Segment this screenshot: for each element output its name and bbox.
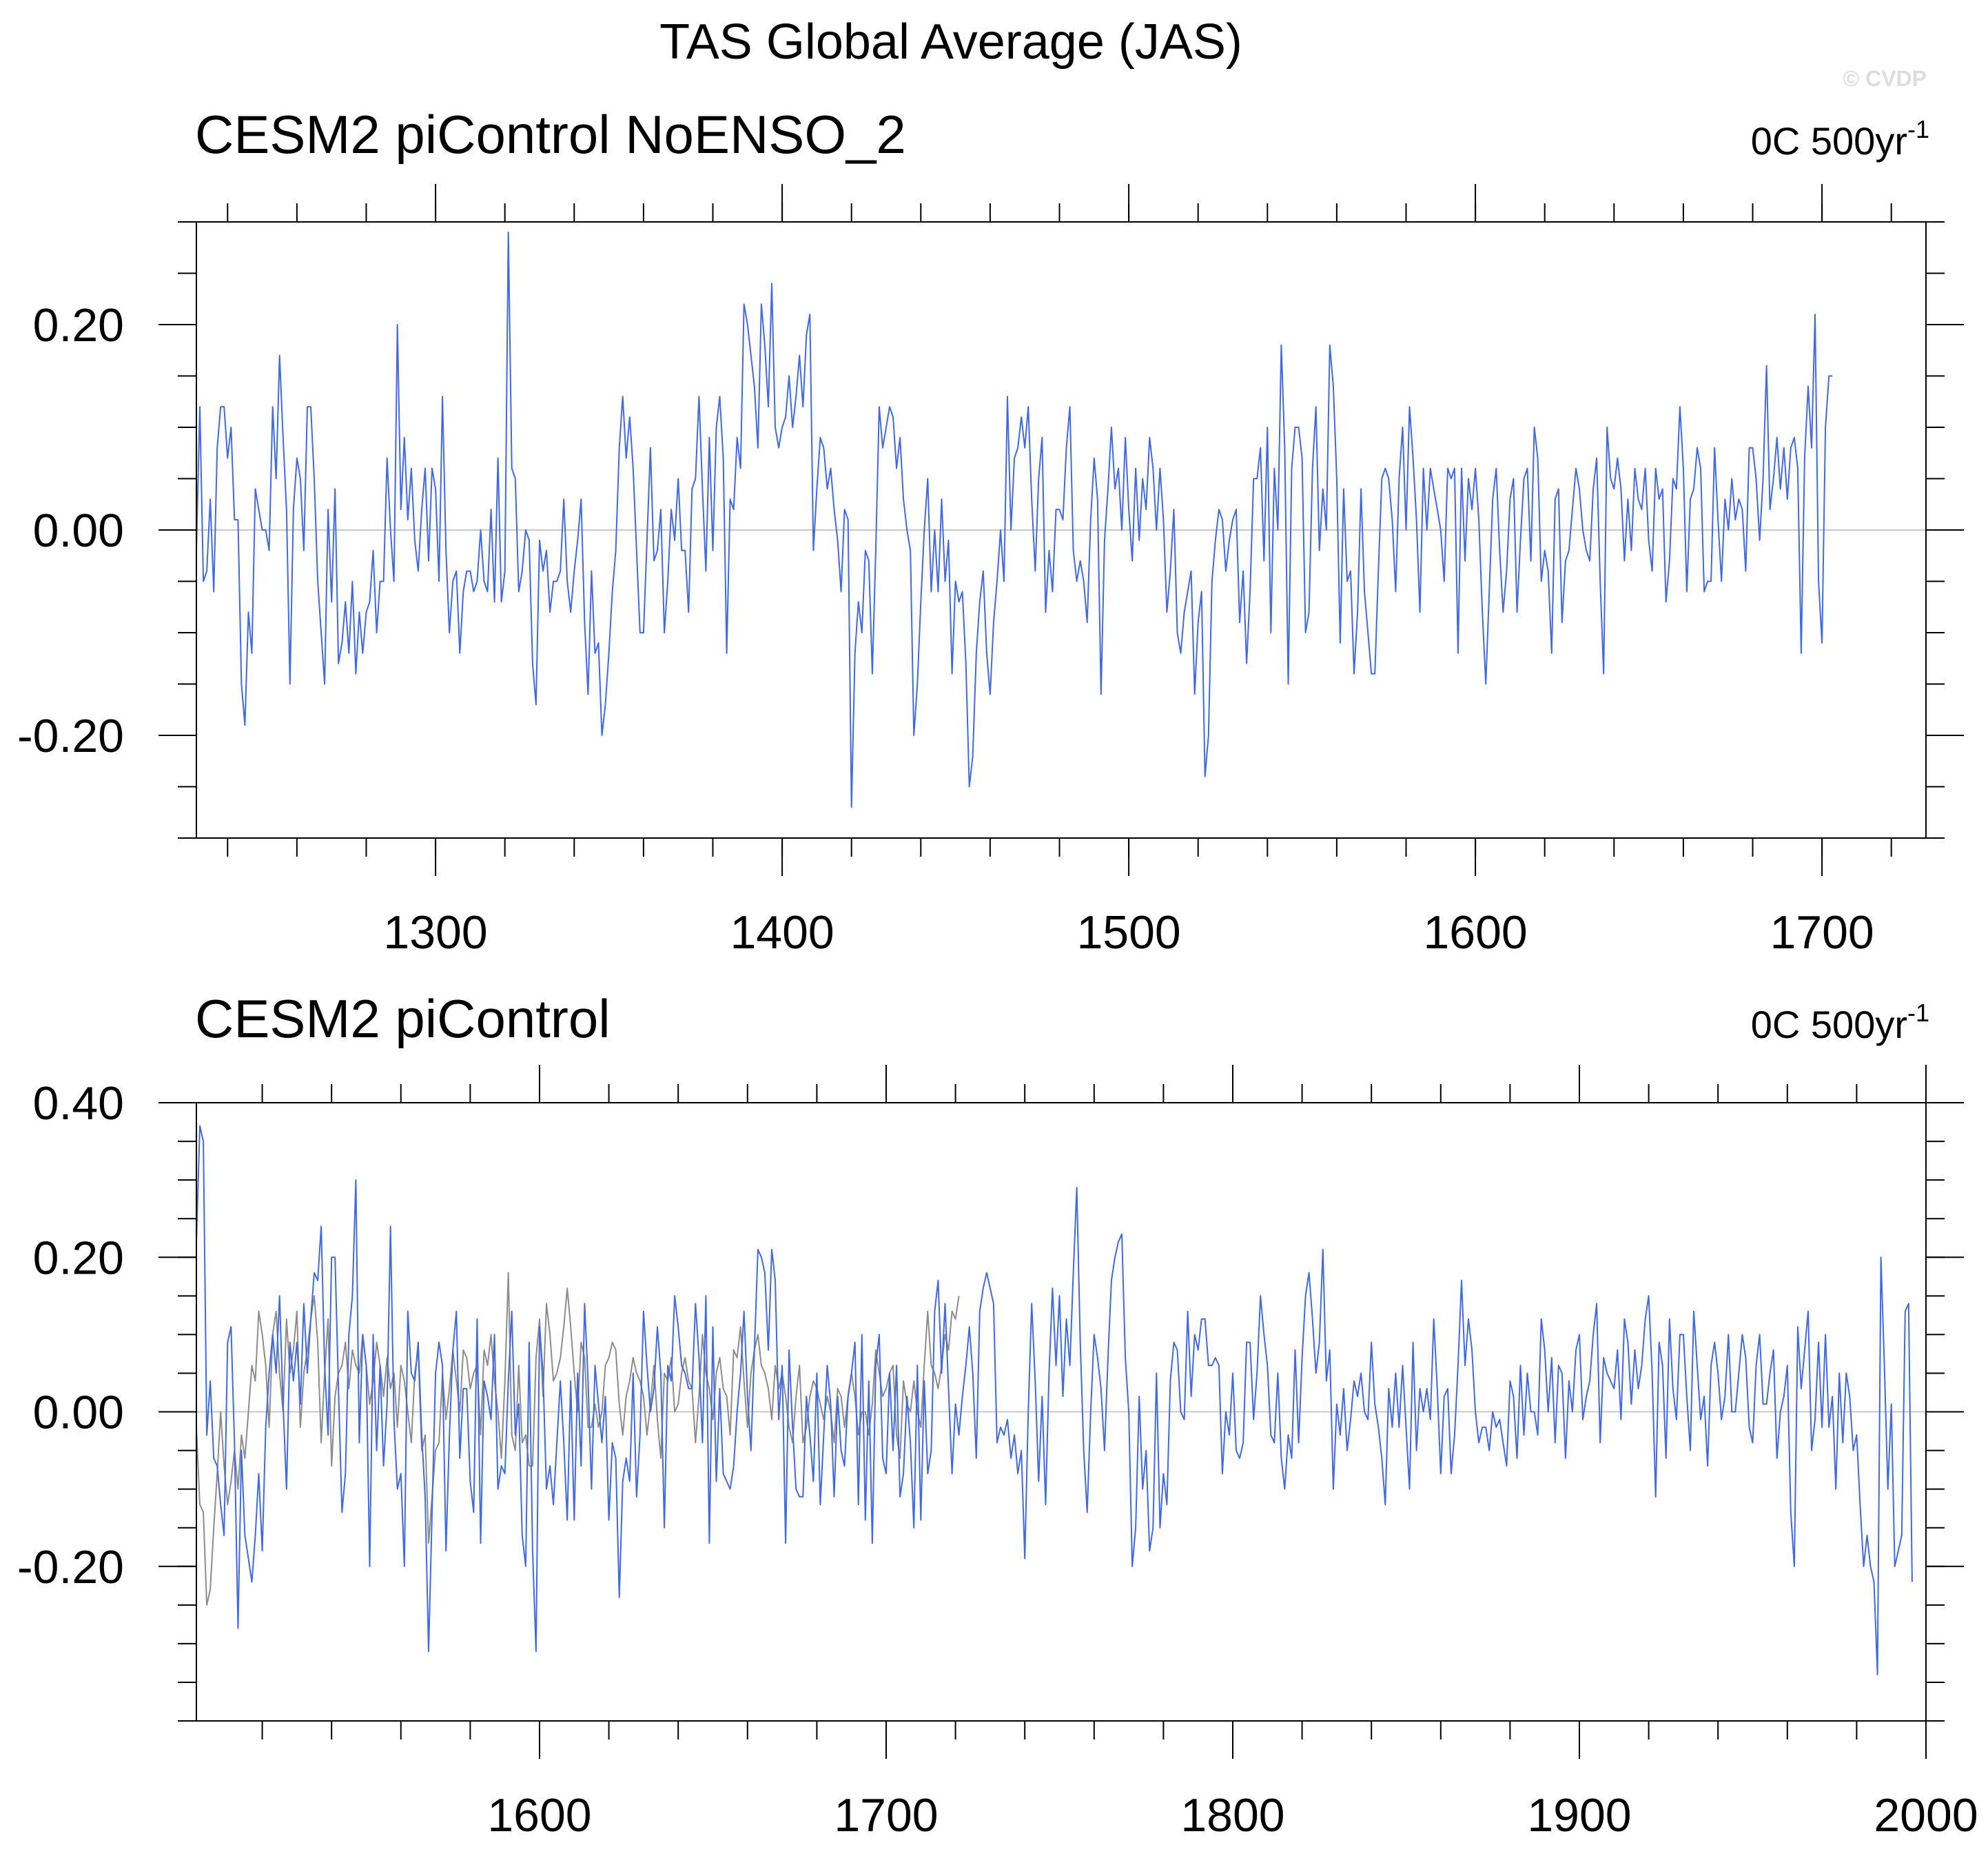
trend-label-sup: -1 [1907, 999, 1929, 1027]
trend-label-sup: -1 [1907, 115, 1929, 143]
plot-area: 1300 1400 1500 1600 1700 0.20 0.00 -0.20 [17, 184, 1964, 959]
trend-label-base: 0C 500yr [1751, 119, 1907, 163]
y-tick-label: 0.00 [33, 1387, 124, 1439]
trend-label: 0C 500yr-1 [1751, 999, 1929, 1046]
trend-label: 0C 500yr-1 [1751, 115, 1929, 163]
x-tick-label: 1700 [1770, 906, 1874, 959]
x-tick-label: 1900 [1527, 1789, 1631, 1842]
watermark: © CVDP [1843, 66, 1927, 91]
y-tick-label: 0.40 [33, 1077, 124, 1130]
panel-noenso: CESM2 piControl NoENSO_2 0C 500yr-1 1300… [17, 104, 1964, 959]
plot-area: 1600 1700 1800 1900 2000 0.40 0.20 0.00 -0.20 [17, 1065, 1978, 1842]
figure-title: TAS Global Average (JAS) [659, 14, 1242, 70]
y-tick-label: 0.00 [33, 504, 124, 557]
x-tick-label: 2000 [1874, 1789, 1978, 1842]
panel-picontrol: CESM2 piControl 0C 500yr-1 1600 1700 1800 1… [17, 988, 1978, 1842]
x-tick-label: 1700 [834, 1789, 938, 1842]
y-tick-label: -0.20 [17, 1541, 124, 1593]
x-tick-label: 1300 [383, 906, 487, 959]
y-tick-label: 0.20 [33, 299, 124, 351]
panel-title: CESM2 piControl [195, 988, 611, 1049]
x-tick-label: 1600 [1423, 906, 1527, 959]
panel-title: CESM2 piControl NoENSO_2 [195, 104, 906, 165]
x-tick-label: 1800 [1180, 1789, 1284, 1842]
series-line-blue [196, 1125, 1913, 1675]
trend-label-base: 0C 500yr [1751, 1003, 1907, 1046]
y-tick-label: 0.20 [33, 1232, 124, 1284]
x-tick-label: 1500 [1076, 906, 1180, 959]
series-line-blue [196, 231, 1833, 808]
x-tick-label: 1400 [730, 906, 834, 959]
x-tick-label: 1600 [487, 1789, 591, 1842]
y-tick-label: -0.20 [17, 710, 124, 762]
